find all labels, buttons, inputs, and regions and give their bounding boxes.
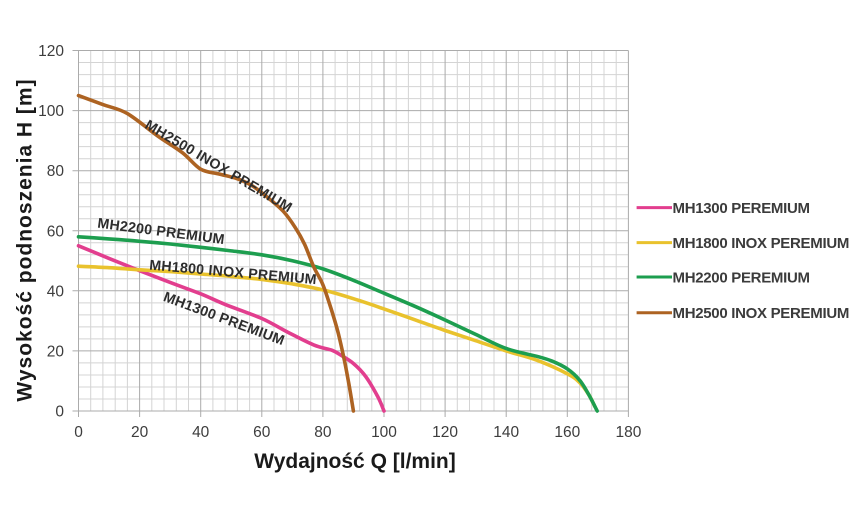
svg-text:20: 20 <box>47 343 65 360</box>
svg-text:20: 20 <box>131 424 149 441</box>
svg-text:100: 100 <box>38 103 64 120</box>
svg-text:80: 80 <box>47 163 65 180</box>
svg-text:MH2200 PEREMIUM: MH2200 PEREMIUM <box>673 269 810 286</box>
svg-text:Wysokość podnoszenia H [m]: Wysokość podnoszenia H [m] <box>14 78 37 401</box>
svg-text:MH1800 INOX PEREMIUM: MH1800 INOX PEREMIUM <box>673 235 850 252</box>
svg-text:140: 140 <box>493 424 519 441</box>
svg-text:MH2500 INOX PEREMIUM: MH2500 INOX PEREMIUM <box>673 305 850 322</box>
svg-text:120: 120 <box>38 43 64 60</box>
svg-text:100: 100 <box>371 424 397 441</box>
svg-text:80: 80 <box>314 424 332 441</box>
svg-text:0: 0 <box>55 404 64 421</box>
svg-text:40: 40 <box>192 424 210 441</box>
svg-text:160: 160 <box>554 424 580 441</box>
svg-text:60: 60 <box>253 424 271 441</box>
svg-text:Wydajność Q [l/min]: Wydajność Q [l/min] <box>254 450 455 473</box>
svg-text:120: 120 <box>432 424 458 441</box>
svg-text:40: 40 <box>47 283 65 300</box>
svg-text:0: 0 <box>74 424 83 441</box>
svg-text:180: 180 <box>615 424 641 441</box>
svg-text:MH1300 PEREMIUM: MH1300 PEREMIUM <box>673 200 810 217</box>
svg-text:60: 60 <box>47 223 65 240</box>
